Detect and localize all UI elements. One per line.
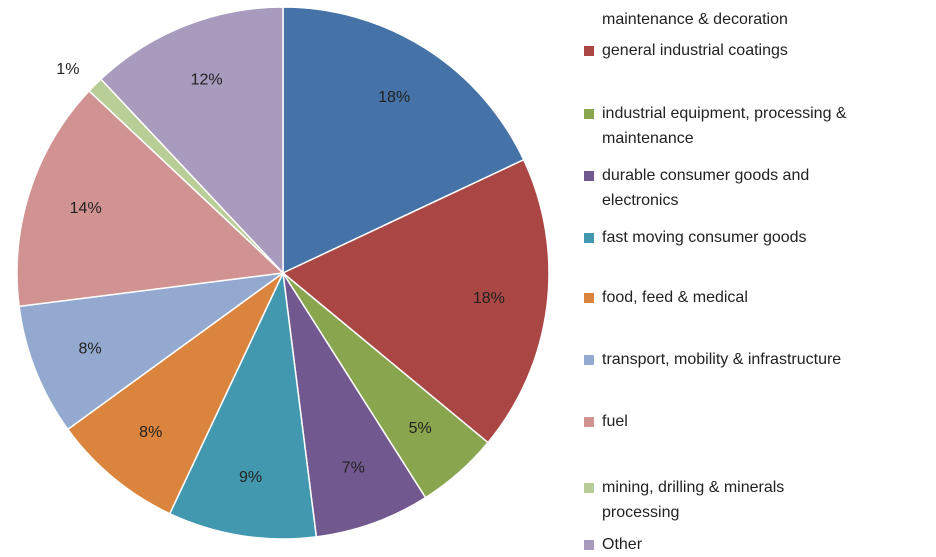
legend-label: mining, drilling & minerals processing <box>602 479 785 521</box>
legend-marker <box>584 233 594 243</box>
legend-marker <box>584 483 594 493</box>
data-label: 8% <box>139 424 162 441</box>
legend-label: durable consumer goods and electronics <box>602 167 810 209</box>
data-label: 8% <box>79 341 102 358</box>
legend-marker <box>584 171 594 181</box>
legend-marker <box>584 540 594 550</box>
pie-slice <box>66 272 284 515</box>
data-label: 18% <box>378 89 410 106</box>
legend-marker <box>584 46 594 56</box>
legend-label: fuel <box>602 413 628 430</box>
legend-marker <box>584 355 594 365</box>
data-label: 18% <box>473 290 505 307</box>
pie-slice <box>282 272 427 538</box>
legend-label: fast moving consumer goods <box>602 229 807 246</box>
legend-marker <box>584 293 594 303</box>
data-label: 14% <box>70 200 102 217</box>
data-label: 5% <box>409 420 432 437</box>
legend-label: industrial equipment, processing & maint… <box>602 105 847 147</box>
pie-slice <box>18 272 284 431</box>
legend-label: general industrial coatings <box>602 42 788 59</box>
data-label: 1% <box>56 61 79 78</box>
legend-marker <box>584 417 594 427</box>
pie-slice <box>99 6 284 275</box>
legend-label: transport, mobility & infrastructure <box>602 351 842 368</box>
legend-label: food, feed & medical <box>602 289 748 306</box>
data-label: 7% <box>342 459 365 476</box>
data-label: 9% <box>239 469 262 486</box>
legend-label: maintenance & decoration <box>602 11 788 28</box>
pie-slice <box>16 89 285 308</box>
legend-label: Other <box>602 536 643 553</box>
pie-slice <box>281 158 550 444</box>
data-label: 12% <box>191 71 223 88</box>
legend-marker <box>584 109 594 119</box>
pie-slice <box>168 270 318 540</box>
pie-slice <box>282 6 525 275</box>
